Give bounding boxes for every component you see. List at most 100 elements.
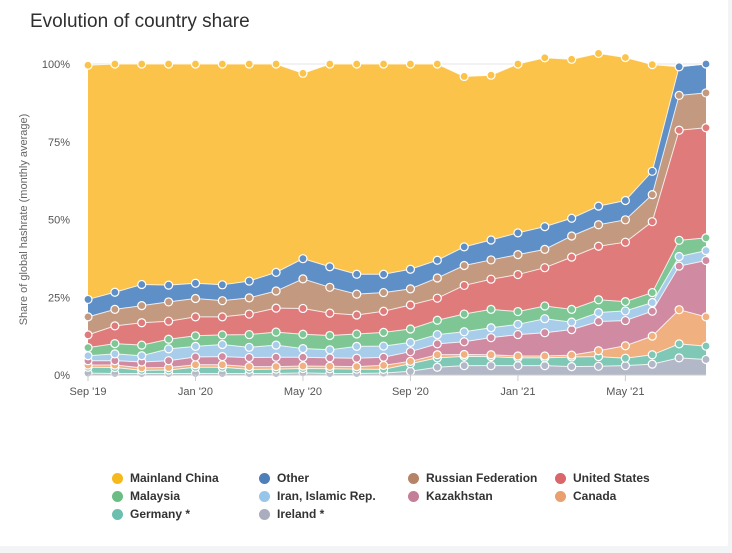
legend-dot-icon xyxy=(112,472,123,484)
point-ireland xyxy=(567,362,577,372)
point-canada xyxy=(647,331,657,341)
point-canada xyxy=(352,362,362,372)
point-mainland-china xyxy=(217,59,227,69)
point-mainland-china xyxy=(593,48,604,59)
point-kazakhstan xyxy=(674,261,684,271)
point-kazakhstan xyxy=(540,328,550,338)
point-kazakhstan xyxy=(620,315,630,326)
point-united-states xyxy=(271,303,281,313)
point-other xyxy=(701,59,711,69)
point-kazakhstan xyxy=(405,347,416,357)
legend-dot-icon xyxy=(259,508,270,520)
point-other xyxy=(352,269,362,279)
point-mainland-china xyxy=(540,53,550,63)
area-kazakhstan xyxy=(88,260,706,368)
point-kazakhstan xyxy=(647,306,657,316)
point-united-states xyxy=(352,310,362,320)
point-united-states xyxy=(540,263,550,273)
point-ireland xyxy=(540,361,550,371)
point-other xyxy=(298,254,308,264)
point-russian-federation xyxy=(352,289,362,299)
point-kazakhstan xyxy=(298,352,308,362)
legend-label: Russian Federation xyxy=(426,471,538,485)
point-mainland-china xyxy=(378,59,389,69)
legend-item-kazakhstan[interactable]: Kazakhstan xyxy=(408,489,555,503)
legend-item-ireland[interactable]: Ireland * xyxy=(259,507,408,521)
point-russian-federation xyxy=(567,231,577,241)
point-united-states xyxy=(83,330,93,340)
point-iran-islamic-rep xyxy=(83,351,93,361)
x-tick-label: May '20 xyxy=(284,386,322,398)
point-ireland xyxy=(459,361,469,371)
point-malaysia xyxy=(298,329,308,339)
point-mainland-china xyxy=(459,71,469,82)
point-united-states xyxy=(593,241,604,251)
point-mainland-china xyxy=(620,52,630,63)
point-canada xyxy=(701,312,711,322)
point-mainland-china xyxy=(486,70,496,80)
legend-item-russian-federation[interactable]: Russian Federation xyxy=(408,471,555,485)
point-united-states xyxy=(486,274,496,284)
point-malaysia xyxy=(513,306,523,317)
legend-item-germany[interactable]: Germany * xyxy=(112,507,259,521)
legend-item-mainland-china[interactable]: Mainland China xyxy=(112,471,259,485)
point-canada xyxy=(513,351,523,361)
point-russian-federation xyxy=(325,282,335,292)
legend-item-malaysia[interactable]: Malaysia xyxy=(112,489,259,503)
x-tick-label: Sep '20 xyxy=(392,386,429,398)
point-russian-federation xyxy=(620,215,630,225)
point-malaysia xyxy=(164,334,174,344)
point-kazakhstan xyxy=(164,356,174,366)
point-kazakhstan xyxy=(217,352,227,362)
point-mainland-china xyxy=(352,59,362,69)
area-chart[interactable]: 0% 25% 50% 75% 100% Share of global hashrate … xyxy=(0,0,728,470)
point-malaysia xyxy=(540,301,550,311)
point-united-states xyxy=(432,293,442,303)
point-other xyxy=(593,201,604,211)
legend-label: Germany * xyxy=(130,507,191,521)
point-other xyxy=(164,280,174,290)
point-malaysia xyxy=(459,309,469,319)
point-kazakhstan xyxy=(244,352,254,363)
point-malaysia xyxy=(83,343,93,353)
point-other xyxy=(83,294,93,305)
point-iran-islamic-rep xyxy=(674,251,684,262)
point-russian-federation xyxy=(540,244,550,254)
point-other xyxy=(647,166,657,176)
point-mainland-china xyxy=(405,59,416,69)
point-malaysia xyxy=(674,235,684,245)
point-other xyxy=(137,279,147,290)
point-ireland xyxy=(620,361,630,371)
point-iran-islamic-rep xyxy=(486,323,496,333)
point-russian-federation xyxy=(593,220,604,230)
point-malaysia xyxy=(593,295,604,305)
point-canada xyxy=(593,346,604,356)
point-malaysia xyxy=(217,330,227,340)
chart-legend: Mainland China Other Russian Federation Uni… xyxy=(112,471,705,521)
legend-dot-icon xyxy=(259,490,270,502)
area-other xyxy=(88,64,706,317)
legend-item-united-states[interactable]: United States xyxy=(555,471,705,485)
point-iran-islamic-rep xyxy=(217,339,227,350)
point-russian-federation xyxy=(432,273,442,283)
point-canada xyxy=(405,356,416,366)
point-kazakhstan xyxy=(459,337,469,347)
point-iran-islamic-rep xyxy=(298,343,308,354)
point-canada xyxy=(674,305,684,315)
point-iran-islamic-rep xyxy=(432,329,442,340)
y-axis-label: Share of global hashrate (monthly averag… xyxy=(18,114,30,326)
legend-item-canada[interactable]: Canada xyxy=(555,489,705,503)
point-other xyxy=(244,276,254,286)
point-kazakhstan xyxy=(271,352,281,362)
point-ireland xyxy=(593,361,604,371)
point-iran-islamic-rep xyxy=(378,341,389,351)
point-other xyxy=(513,228,523,238)
point-malaysia xyxy=(620,297,630,307)
legend-label: Mainland China xyxy=(130,471,219,485)
point-iran-islamic-rep xyxy=(164,344,174,354)
point-united-states xyxy=(190,312,201,322)
legend-dot-icon xyxy=(408,472,419,484)
legend-item-iran-islamic-rep[interactable]: Iran, Islamic Rep. xyxy=(259,489,408,503)
legend-item-other[interactable]: Other xyxy=(259,471,408,485)
point-other xyxy=(190,278,201,288)
